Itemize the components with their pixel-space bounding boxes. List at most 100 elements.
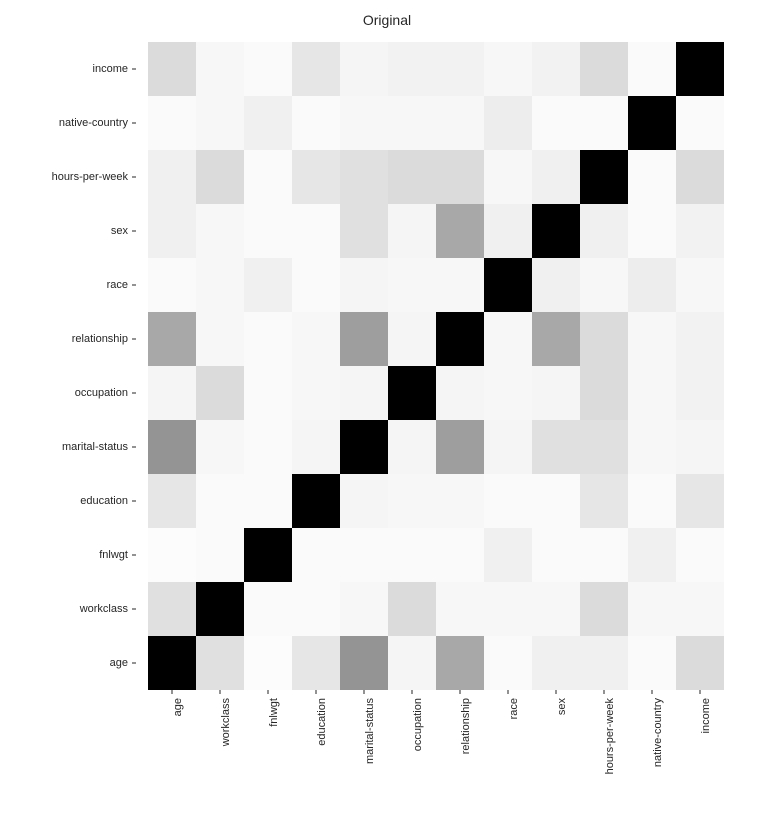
y-axis-tick — [132, 393, 136, 394]
y-axis-tick — [132, 339, 136, 340]
heatmap-cell — [676, 150, 724, 204]
heatmap-cell — [532, 420, 580, 474]
y-axis-tick — [132, 285, 136, 286]
heatmap-cell — [676, 96, 724, 150]
heatmap-cell — [532, 636, 580, 690]
heatmap-cell — [292, 420, 340, 474]
heatmap-cell — [244, 636, 292, 690]
x-axis-tick — [172, 690, 173, 694]
heatmap-cell — [244, 150, 292, 204]
heatmap-cell — [676, 636, 724, 690]
heatmap-cell — [580, 582, 628, 636]
heatmap-cell — [436, 96, 484, 150]
heatmap-cell — [436, 582, 484, 636]
y-axis-tick — [132, 69, 136, 70]
heatmap-cell — [628, 636, 676, 690]
x-axis-label: fnlwgt — [268, 698, 280, 727]
y-axis-label: sex — [111, 225, 128, 237]
heatmap-cell — [244, 474, 292, 528]
heatmap-cell — [436, 420, 484, 474]
heatmap-cell — [340, 474, 388, 528]
y-axis-label: marital-status — [62, 441, 128, 453]
heatmap-cell — [628, 366, 676, 420]
x-axis-tick — [652, 690, 653, 694]
heatmap-cell — [532, 258, 580, 312]
y-axis-tick — [132, 501, 136, 502]
heatmap-cell — [436, 636, 484, 690]
heatmap-cell — [484, 420, 532, 474]
heatmap-cell — [580, 258, 628, 312]
heatmap-cell — [388, 312, 436, 366]
heatmap-cell — [628, 582, 676, 636]
heatmap-cell — [196, 474, 244, 528]
heatmap-cell — [340, 42, 388, 96]
y-axis-tick — [132, 555, 136, 556]
heatmap-cell — [532, 96, 580, 150]
heatmap-cell — [484, 150, 532, 204]
heatmap-cell — [388, 96, 436, 150]
heatmap-cell — [148, 312, 196, 366]
heatmap-cell — [484, 204, 532, 258]
heatmap-cell — [244, 528, 292, 582]
heatmap-cell — [484, 366, 532, 420]
heatmap-cell — [292, 474, 340, 528]
x-axis-label: age — [172, 698, 184, 716]
heatmap-cell — [244, 312, 292, 366]
y-axis-label: hours-per-week — [52, 171, 128, 183]
heatmap-cell — [388, 582, 436, 636]
x-axis-label: education — [316, 698, 328, 746]
heatmap-cell — [436, 312, 484, 366]
heatmap-cell — [388, 636, 436, 690]
heatmap-cell — [388, 420, 436, 474]
heatmap-cell — [148, 258, 196, 312]
heatmap-cell — [580, 366, 628, 420]
y-axis-tick — [132, 447, 136, 448]
y-axis-tick — [132, 609, 136, 610]
heatmap-cell — [244, 420, 292, 474]
y-axis-label: native-country — [59, 117, 128, 129]
heatmap-cell — [580, 474, 628, 528]
heatmap-cell — [148, 42, 196, 96]
figure: Original incomenative-countryhours-per-w… — [0, 0, 774, 832]
heatmap-cell — [244, 204, 292, 258]
heatmap-cell — [292, 204, 340, 258]
heatmap-cell — [436, 258, 484, 312]
heatmap-cell — [676, 258, 724, 312]
heatmap-cell — [628, 312, 676, 366]
heatmap-cell — [148, 582, 196, 636]
heatmap-cell — [580, 96, 628, 150]
y-axis-label: race — [107, 279, 128, 291]
heatmap-cell — [196, 636, 244, 690]
y-axis-label: fnlwgt — [99, 549, 128, 561]
heatmap-cell — [580, 420, 628, 474]
heatmap-cell — [244, 96, 292, 150]
heatmap-cell — [340, 96, 388, 150]
heatmap-cell — [436, 528, 484, 582]
heatmap-cell — [628, 474, 676, 528]
heatmap-cell — [340, 312, 388, 366]
x-axis-labels: ageworkclassfnlwgteducationmarital-statu… — [148, 690, 724, 830]
heatmap-cell — [580, 42, 628, 96]
heatmap-cell — [532, 474, 580, 528]
y-axis-label: education — [80, 495, 128, 507]
heatmap-cell — [388, 528, 436, 582]
heatmap-cell — [244, 366, 292, 420]
heatmap-cell — [628, 42, 676, 96]
heatmap-grid — [148, 42, 724, 690]
heatmap-cell — [628, 204, 676, 258]
heatmap-cell — [196, 96, 244, 150]
heatmap-cell — [244, 258, 292, 312]
heatmap-cell — [292, 366, 340, 420]
y-axis-tick — [132, 123, 136, 124]
heatmap-cell — [148, 366, 196, 420]
heatmap-cell — [436, 42, 484, 96]
heatmap-cell — [196, 150, 244, 204]
heatmap-cell — [484, 258, 532, 312]
heatmap-cell — [196, 258, 244, 312]
heatmap-cell — [676, 474, 724, 528]
heatmap-cell — [388, 204, 436, 258]
x-axis-tick — [556, 690, 557, 694]
heatmap-cell — [148, 150, 196, 204]
heatmap-cell — [292, 582, 340, 636]
heatmap-cell — [628, 96, 676, 150]
